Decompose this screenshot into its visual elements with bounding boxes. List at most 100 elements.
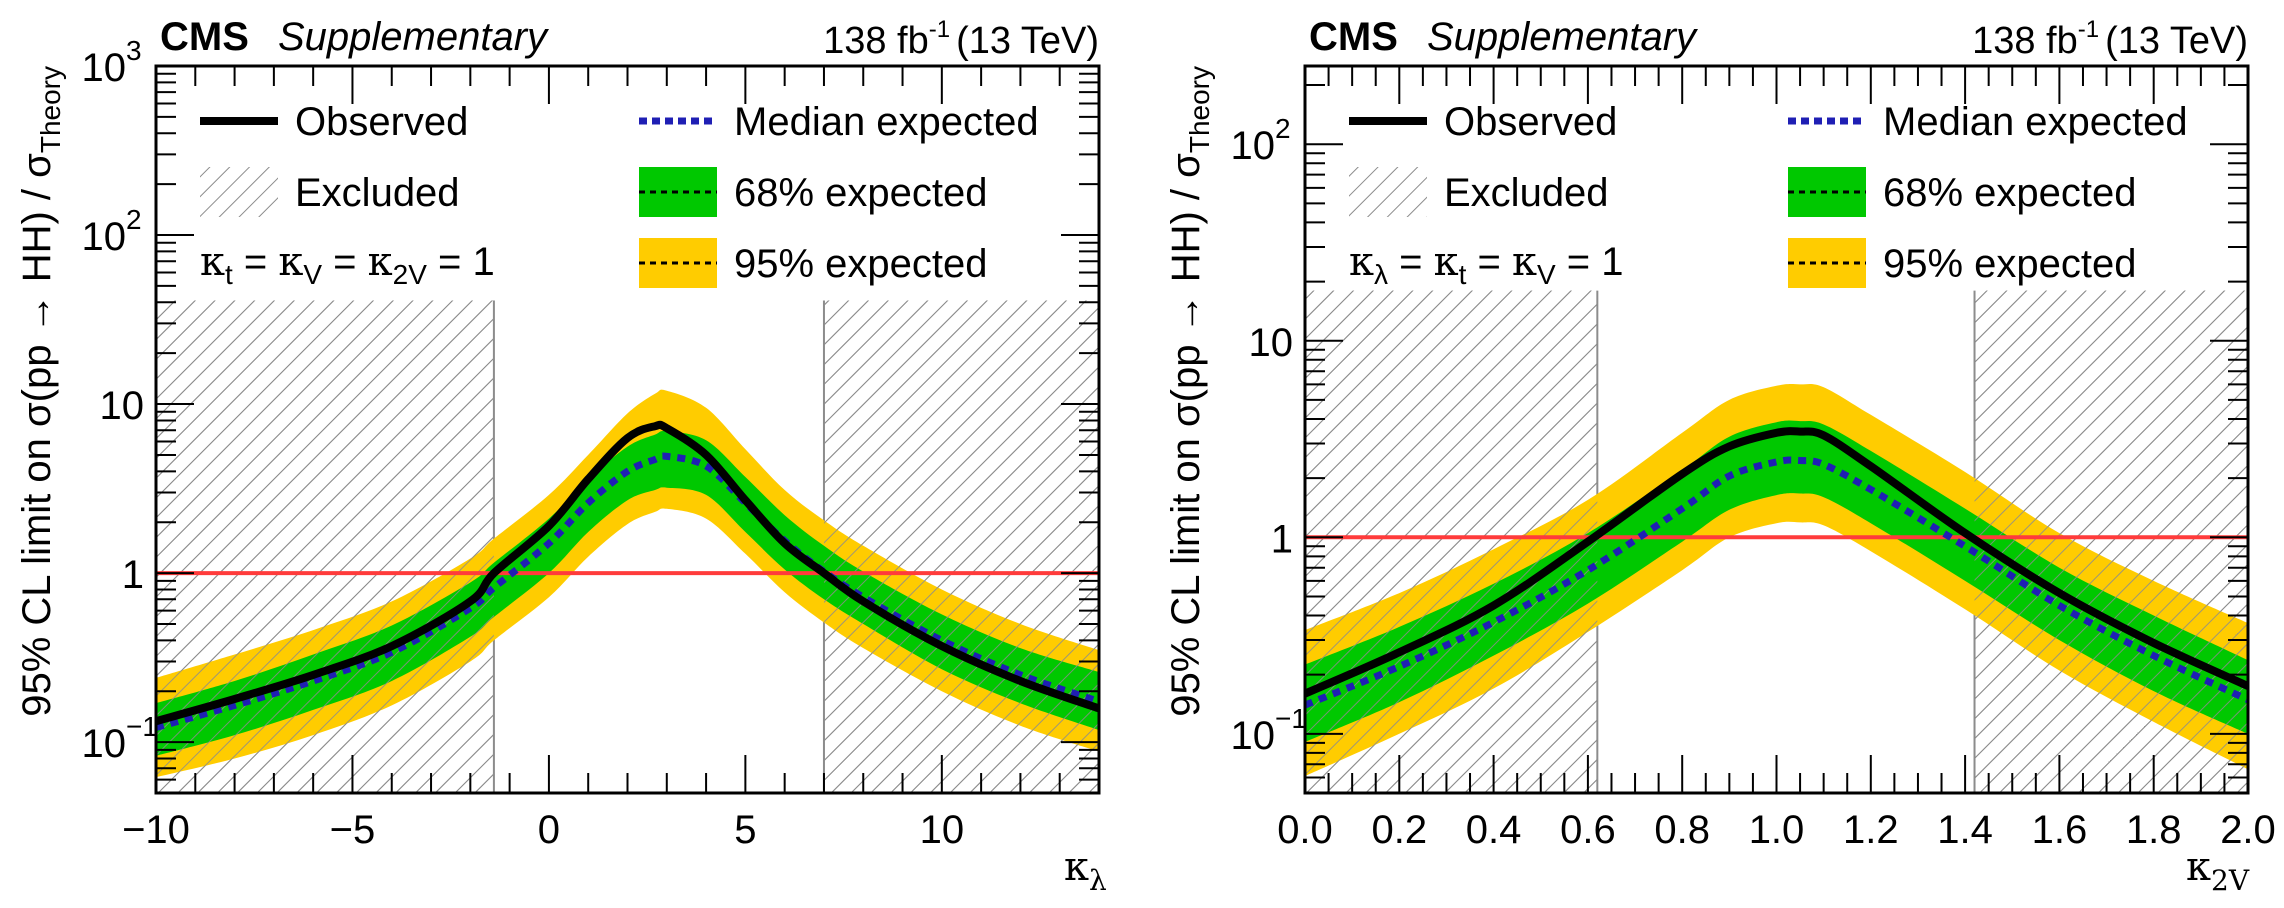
y-axis-title-main: 95% CL limit on σ(pp → HH) / σ (1164, 153, 1208, 717)
excluded-region-overlay-0 (1305, 290, 1598, 793)
energy-label: (13 TeV) (2105, 20, 2248, 62)
condition-subscript: λ (1374, 259, 1388, 290)
plot-area (1305, 290, 2248, 793)
x-axis-title-sub: 2V (2211, 864, 2250, 897)
excluded-region-overlay-1 (823, 300, 1099, 793)
condition-kappa: κ (200, 239, 225, 285)
condition-kappa: κ (1434, 239, 1459, 285)
x-tick-label: 5 (734, 808, 756, 852)
y-axis-title-main: 95% CL limit on σ(pp → HH) / σ (15, 153, 59, 717)
lumi-unit-exponent: -1 (929, 16, 950, 43)
condition-subscript: V (1537, 259, 1556, 290)
legend-observed-label: Observed (295, 100, 468, 144)
y-tick-label: 10 (100, 384, 145, 428)
condition-subscript: t (225, 259, 233, 290)
lumi-unit-exponent: -1 (2078, 16, 2099, 43)
x-tick-label: 10 (920, 808, 965, 852)
median-expected-line (156, 452, 1099, 731)
condition-subscript: t (1459, 259, 1467, 290)
y-axis-title: 95% CL limit on σ(pp → HH) / σTheory (15, 66, 66, 717)
energy-label: (13 TeV) (956, 20, 1099, 62)
y-tick-exponent: −1 (126, 711, 158, 742)
observed-line (156, 420, 1099, 726)
kappa-2v-panel: 0.0 0.2 0.4 0.6 0.8 1.0 1.2 1.4 1.6 1.8 2.010 −1110… (1164, 15, 2276, 897)
x-tick-label: 0.0 (1277, 808, 1333, 852)
excluded-region-overlay-0 (156, 300, 494, 793)
axes: 0.0 0.2 0.4 0.6 0.8 1.0 1.2 1.4 1.6 1.8 2.010 −1110… (1231, 64, 2276, 852)
excluded-region-overlay-1 (1974, 290, 2248, 793)
x-axis-title: κ2V (2186, 844, 2250, 897)
condition-equals: = (322, 240, 368, 284)
observed-line (1305, 427, 2248, 698)
condition-label: κt = κV = κ2V = 1 (200, 239, 495, 290)
condition-kappa: κ (368, 239, 393, 285)
y-tick-label: 10 (1249, 321, 1294, 365)
condition-subscript: V (303, 259, 322, 290)
legend: Observed Median expected Excluded 68% expec… (1349, 100, 2188, 290)
y-tick-exponent: 2 (126, 204, 142, 235)
lumi-value: 138 fb (823, 20, 929, 62)
lumi-value: 138 fb (1972, 20, 2078, 62)
legend-68-label: 68% expected (734, 171, 988, 215)
x-axis-title-main: κ (2186, 844, 2211, 890)
condition-kappa: κ (1349, 239, 1374, 285)
y-tick-label: 1 (122, 553, 144, 597)
x-tick-label: 1.6 (2032, 808, 2088, 852)
y-axis-title: 95% CL limit on σ(pp → HH) / σTheory (1164, 66, 1215, 717)
legend-expected-label: Median expected (734, 100, 1039, 144)
y-tick-label: 10 (82, 215, 127, 259)
legend: Observed Median expected Excluded 68% expec… (200, 100, 1039, 290)
plot-area (156, 300, 1099, 793)
y-axis-title-sub: Theory (1184, 66, 1215, 153)
condition-label: κλ = κt = κV = 1 (1349, 239, 1624, 290)
legend-excluded-swatch (1349, 167, 1427, 217)
condition-equals: = (1556, 240, 1602, 284)
cms-label: CMS (160, 15, 249, 59)
legend-95-label: 95% expected (1883, 242, 2137, 286)
legend-excluded-swatch (200, 167, 278, 217)
x-tick-label: 1.8 (2126, 808, 2182, 852)
x-tick-label: 1.2 (1843, 808, 1899, 852)
y-tick-exponent: −1 (1275, 703, 1307, 734)
x-tick-label: 1.0 (1749, 808, 1805, 852)
x-tick-label: 0.4 (1466, 808, 1522, 852)
legend-excluded-label: Excluded (1444, 171, 1609, 215)
condition-kappa: κ (1512, 239, 1537, 285)
x-tick-label: 0 (538, 808, 560, 852)
x-tick-label: 0.6 (1560, 808, 1616, 852)
x-axis-title: κλ (1064, 844, 1107, 897)
legend-expected-label: Median expected (1883, 100, 2188, 144)
y-tick-label: 10 (1231, 124, 1276, 168)
condition-equals: = (1388, 240, 1434, 284)
condition-kappa: κ (278, 239, 303, 285)
condition-value: 1 (1601, 240, 1623, 284)
condition-equals: = (427, 240, 473, 284)
status-label: Supplementary (278, 15, 550, 59)
x-tick-label: 0.8 (1654, 808, 1710, 852)
x-tick-label: −10 (122, 808, 190, 852)
y-tick-exponent: 3 (126, 35, 142, 66)
condition-value: 1 (473, 240, 495, 284)
x-axis-title-sub: λ (1089, 864, 1107, 897)
median-expected-line (1305, 456, 2248, 709)
lumi-label: 138 fb-1 (13 TeV) (823, 16, 1099, 62)
x-tick-label: −5 (330, 808, 376, 852)
condition-equals: = (233, 240, 279, 284)
x-tick-label: 1.4 (1937, 808, 1993, 852)
status-label: Supplementary (1427, 15, 1699, 59)
condition-subscript: 2V (393, 259, 428, 290)
y-tick-label: 10 (82, 722, 127, 766)
legend-68-label: 68% expected (1883, 171, 2137, 215)
y-tick-label: 1 (1271, 517, 1293, 561)
y-tick-label: 10 (82, 46, 127, 90)
y-axis-title-sub: Theory (35, 66, 66, 153)
y-tick-label: 10 (1231, 714, 1276, 758)
legend-excluded-label: Excluded (295, 171, 460, 215)
x-axis-title-main: κ (1064, 844, 1089, 890)
legend-observed-label: Observed (1444, 100, 1617, 144)
condition-equals: = (1466, 240, 1512, 284)
x-tick-label: 2.0 (2220, 808, 2276, 852)
